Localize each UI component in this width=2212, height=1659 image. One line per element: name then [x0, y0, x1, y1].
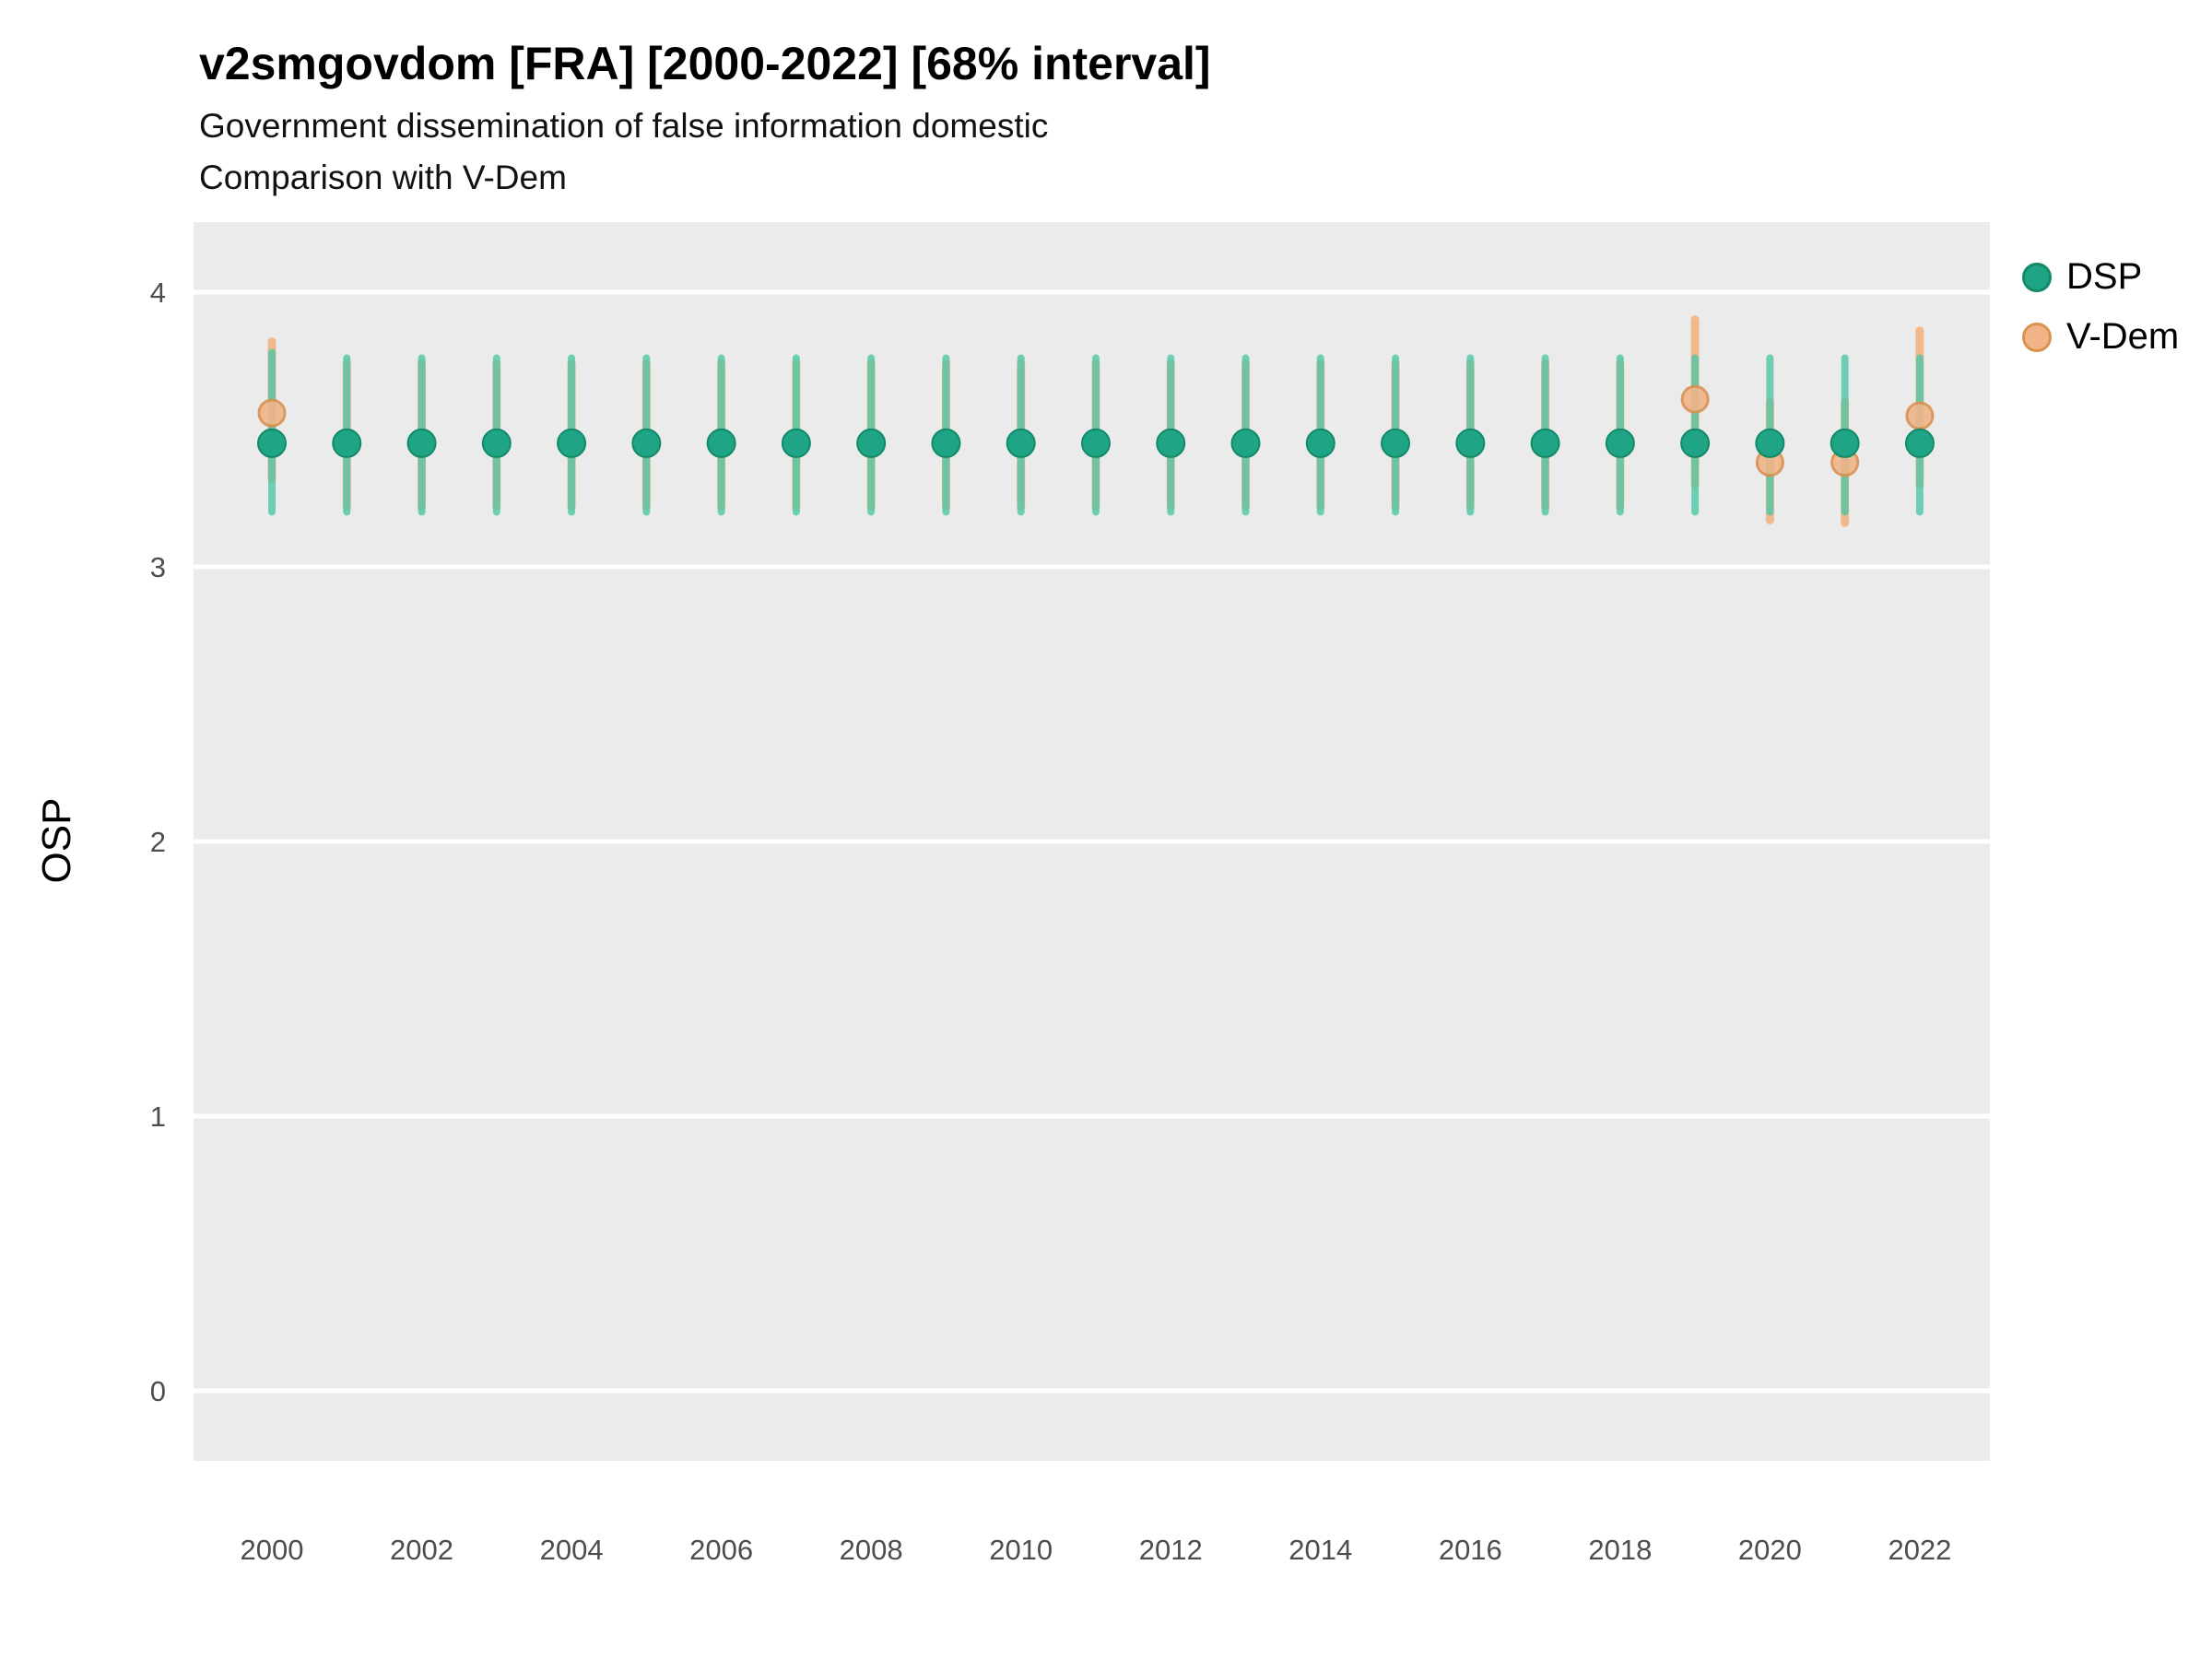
dsp-point	[1455, 428, 1486, 458]
dsp-point	[406, 428, 437, 458]
dsp-point	[1305, 428, 1335, 458]
legend-item-dsp: DSP	[2022, 256, 2179, 298]
dsp-point	[1830, 428, 1860, 458]
dsp-point	[481, 428, 512, 458]
vdem-legend-dot-icon	[2022, 322, 2052, 352]
x-tick-label: 2020	[1738, 1534, 1802, 1566]
dsp-point	[856, 428, 887, 458]
dsp-point	[1680, 428, 1711, 458]
vdem-point	[1680, 384, 1710, 414]
x-tick-label: 2014	[1288, 1534, 1352, 1566]
dsp-point	[257, 428, 287, 458]
dsp-point	[1080, 428, 1111, 458]
dsp-point	[781, 428, 811, 458]
dsp-point	[1006, 428, 1036, 458]
chart-subtitle-line2: Comparison with V-Dem	[199, 159, 567, 196]
y-tick-label: 2	[150, 826, 166, 858]
x-tick-label: 2010	[989, 1534, 1053, 1566]
dsp-point	[931, 428, 961, 458]
vdem-point	[1905, 401, 1935, 430]
x-tick-label: 2004	[540, 1534, 604, 1566]
y-tick-label: 0	[150, 1375, 166, 1407]
x-tick-label: 2000	[241, 1534, 304, 1566]
dsp-point	[1381, 428, 1411, 458]
dsp-point	[332, 428, 362, 458]
dsp-point	[1530, 428, 1560, 458]
dsp-point	[1904, 428, 1935, 458]
dsp-point	[706, 428, 736, 458]
x-tick-label: 2022	[1888, 1534, 1951, 1566]
dsp-legend-label: DSP	[2066, 256, 2143, 297]
dsp-point	[1156, 428, 1186, 458]
x-tick-label: 2016	[1439, 1534, 1502, 1566]
dsp-point	[557, 428, 587, 458]
y-tick-label: 4	[150, 276, 166, 309]
y-tick-label: 1	[150, 1100, 166, 1133]
chart-title: v2smgovdom [FRA] [2000-2022] [68% interv…	[199, 38, 1211, 89]
x-tick-label: 2012	[1139, 1534, 1203, 1566]
dsp-point	[1605, 428, 1635, 458]
chart-subtitle-line1: Government dissemination of false inform…	[199, 107, 1049, 145]
dsp-point	[631, 428, 662, 458]
x-tick-label: 2006	[689, 1534, 753, 1566]
x-tick-label: 2008	[840, 1534, 903, 1566]
y-tick-label: 3	[150, 551, 166, 583]
legend-item-vdem: V-Dem	[2022, 316, 2179, 358]
dsp-point	[1755, 428, 1785, 458]
vdem-point	[257, 398, 287, 428]
vdem-legend-label: V-Dem	[2066, 316, 2180, 357]
x-tick-label: 2018	[1588, 1534, 1652, 1566]
x-tick-label: 2002	[390, 1534, 453, 1566]
dsp-point	[1230, 428, 1261, 458]
dsp-legend-dot-icon	[2022, 262, 2052, 292]
legend: DSP V-Dem	[2022, 256, 2179, 358]
